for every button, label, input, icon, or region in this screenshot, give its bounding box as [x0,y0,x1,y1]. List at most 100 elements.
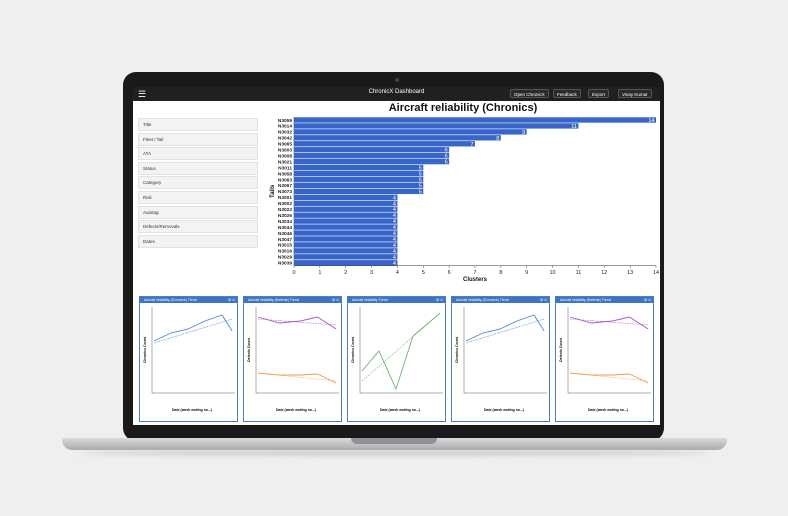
trend-chart: Chronics Count Date (week ending on...) [143,307,235,412]
panel-x-label: Date (week ending on...) [484,408,524,412]
x-tick-label: 11 [576,270,582,276]
x-tick-label: 2 [344,270,347,276]
y-tick-label: N3016 [278,249,292,255]
panel-controls[interactable]: ⚙ ✕ [643,298,651,302]
panel-y-label: Chronics Count [143,336,147,363]
y-tick-label: N3011 [278,165,292,171]
trend-line [569,372,649,384]
bar [294,147,450,153]
x-tick-label: 7 [473,270,476,276]
y-tick-label: N3039 [278,261,292,267]
data-label: 4 [393,207,396,213]
panel-title: Aircraft reliability (Chronics) Trend [144,298,197,302]
export-button[interactable]: Export [588,89,610,98]
trend-line [465,318,545,344]
x-tick-label: 14 [653,270,659,276]
x-tick-label: 4 [396,270,399,276]
y-axis-title: Tails [270,184,276,198]
bar [294,188,424,195]
y-tick-label: N3014 [278,124,292,130]
data-label: 4 [393,195,396,201]
feedback-label: Feedback [557,92,577,97]
bar [294,200,398,206]
filter-ata[interactable]: ATA [138,147,258,161]
panel-x-label: Date (week ending on...) [172,408,212,412]
filter-defects-removals[interactable]: Defects/Removals [138,220,258,234]
open-chronicx-button[interactable]: Open ChronicX [510,89,549,98]
panel-controls[interactable]: ⚙ ✕ [435,298,443,302]
chart-title: Aircraft reliability (Chronics) [388,102,538,114]
data-label: 5 [419,172,422,178]
camera [395,78,399,82]
panel-x-label: Date (week ending on...) [588,408,628,412]
y-tick-label: N3021 [278,159,292,165]
data-label: 6 [445,160,448,166]
panel-header: Aircraft reliability Trend ⚙ ✕ [348,297,445,303]
trend-panel: Aircraft reliability (Chronics) Trend ⚙ ✕… [451,296,550,422]
panel-title: Aircraft reliability (Defects) Trend [560,298,611,302]
bar [294,129,527,135]
y-tick-label: N3065 [278,142,292,148]
y-tick-label: N3015 [278,243,292,249]
x-tick-label: 13 [627,270,633,276]
bar [294,194,398,200]
bar [294,158,450,165]
y-tick-label: N3029 [278,255,292,261]
bar [294,260,398,266]
bar [294,123,579,129]
panel-title: Aircraft reliability (Chronics) Trend [456,298,509,302]
panel-header: Aircraft reliability (Chronics) Trend ⚙ ✕ [140,297,237,303]
panel-header: Aircraft reliability (Chronics) Trend ⚙ ✕ [452,297,549,303]
data-label: 5 [419,189,422,195]
trend-line [257,318,337,326]
feedback-button[interactable]: Feedback [553,89,581,98]
trend-line [361,312,441,382]
filter-fleet-tail[interactable]: Fleet / Tail [138,132,258,146]
filter-autotag[interactable]: Autotag [138,205,258,219]
trend-line [153,318,233,344]
filter-title[interactable]: Title [138,118,258,131]
y-tick-label: N3046 [278,231,292,237]
panel-controls[interactable]: ⚙ ✕ [227,298,235,302]
menu-icon[interactable]: ☰ [138,89,147,99]
panel-y-label: Chronics Count [351,336,355,363]
data-label: 5 [419,177,422,183]
panel-controls[interactable]: ⚙ ✕ [539,298,547,302]
filter-risk[interactable]: Risk [138,191,258,204]
trend-line [257,316,337,330]
y-tick-label: N3058 [278,171,292,177]
data-label: 14 [648,118,654,124]
trend-chart: Chronics Count Date (week ending on...) [351,307,443,412]
bar [294,206,398,212]
data-label: 5 [419,166,422,172]
data-label: 4 [393,201,396,207]
filter-category[interactable]: Category [138,176,258,190]
trend-line [257,372,337,382]
bar [294,141,475,147]
filter-dates[interactable]: Dates [138,234,258,248]
user-menu-button[interactable]: Vinay Kumar [618,89,652,98]
y-tick-label: N3003 [278,148,292,154]
trend-panel: Aircraft reliability Trend ⚙ ✕ Chronics Co… [347,296,446,422]
laptop-notch [351,438,437,444]
data-label: 4 [393,249,396,255]
y-tick-label: N3032 [278,130,292,136]
bar [294,230,398,236]
bar [294,218,398,224]
trend-panel: Aircraft reliability (Chronics) Trend ⚙ ✕… [139,296,238,422]
trend-line [361,312,441,391]
panel-title: Aircraft reliability Trend [352,298,388,302]
data-label: 4 [393,255,396,261]
y-tick-label: N3022 [278,207,292,213]
open-chronicx-label: Open ChronicX [514,92,545,97]
y-tick-label: N3001 [278,195,292,201]
trend-line [153,314,233,342]
data-label: 4 [393,213,396,219]
data-label: 4 [393,261,396,267]
bar [294,117,656,123]
y-tick-label: N3026 [278,213,292,219]
filter-status[interactable]: Status [138,161,258,175]
bar [294,153,450,159]
panel-controls[interactable]: ⚙ ✕ [331,298,339,302]
y-tick-label: N3059 [278,118,292,124]
